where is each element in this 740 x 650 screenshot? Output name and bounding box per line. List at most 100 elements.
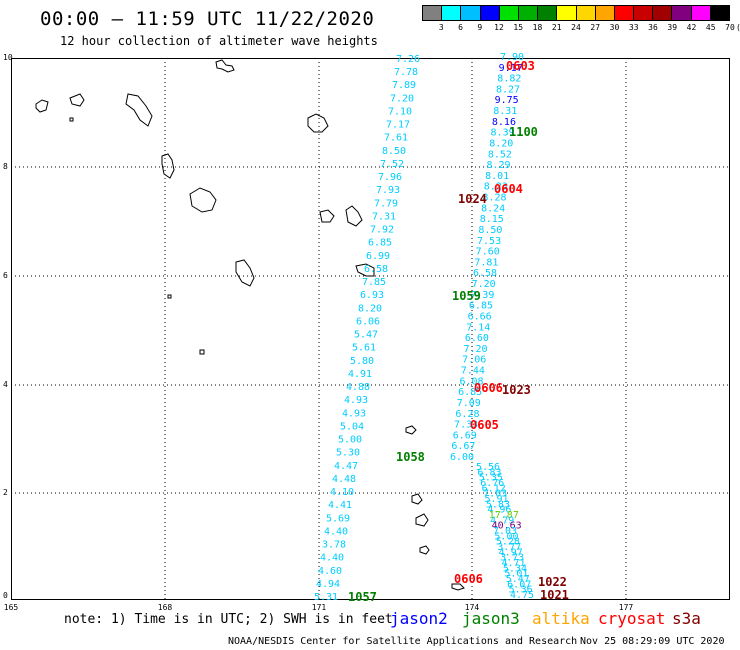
wave-height-value: 8.50 xyxy=(382,146,406,157)
wave-height-value: 8.20 xyxy=(489,138,513,149)
wave-height-value: 6.06 xyxy=(356,316,380,327)
legend-label: 21 xyxy=(551,23,562,32)
island-outline xyxy=(319,209,335,223)
y-tick-label: 0 xyxy=(3,591,8,600)
wave-height-value: 7.20 xyxy=(472,279,496,290)
wave-height-value: 5.00 xyxy=(494,531,518,542)
island-outline xyxy=(405,425,417,435)
wave-height-value: 5.28 xyxy=(496,537,520,548)
wave-height-value: 6.66 xyxy=(468,311,492,322)
legend-swatches xyxy=(422,5,730,21)
wave-height-value: 6.85 xyxy=(368,238,392,249)
y-tick-label: 6 xyxy=(3,271,8,280)
island-outline xyxy=(419,545,430,555)
wave-height-value: 8.52 xyxy=(488,149,512,160)
legend-label: 42 xyxy=(686,23,697,32)
wave-height-value: 3.77 xyxy=(497,542,521,553)
wave-height-value: 4.88 xyxy=(346,382,370,393)
wave-height-value: 6.12 xyxy=(482,483,506,494)
wave-height-value: 7.14 xyxy=(466,322,490,333)
credits: NOAA/NESDIS Center for Satellite Applica… xyxy=(228,636,578,647)
wave-height-value: 8.24 xyxy=(481,203,505,214)
pass-time-label: 1058 xyxy=(396,450,425,464)
footer-note: note: 1) Time is in UTC; 2) SWH is in fe… xyxy=(64,612,393,627)
satellite-label-altika: altika xyxy=(532,609,590,628)
wave-height-value: 3.73 xyxy=(500,553,524,564)
legend-swatch xyxy=(710,6,729,20)
legend-label: 36 xyxy=(648,23,658,32)
wave-height-value: 6.67 xyxy=(451,441,475,452)
legend-label: 24 xyxy=(571,23,581,32)
wave-height-value: 5.80 xyxy=(350,356,374,367)
legend-swatch xyxy=(614,6,635,20)
legend-label: 12 xyxy=(494,23,504,32)
islands xyxy=(35,59,465,591)
x-tick-label: 174 xyxy=(464,603,480,612)
island-outline xyxy=(189,187,217,213)
wave-height-value: 6.85 xyxy=(458,387,482,398)
wave-height-value: 6.07 xyxy=(507,579,531,590)
wave-height-value: 8.20 xyxy=(358,303,382,314)
legend-label: 39 xyxy=(667,23,678,32)
wave-height-value: 5.83 xyxy=(486,499,510,510)
wave-height-value: 7.89 xyxy=(392,80,416,91)
satellite-label-jason3: jason3 xyxy=(462,609,520,628)
wave-height-value: 5.56 xyxy=(476,462,500,473)
wave-height-value: 4.10 xyxy=(330,487,354,498)
wave-height-value: 4.60 xyxy=(318,566,342,577)
wave-height-value: 4.93 xyxy=(342,408,366,419)
wave-height-value: 8.28 xyxy=(482,193,506,204)
wave-height-value: 3.78 xyxy=(322,540,346,551)
pass-time-label: 0604 xyxy=(494,182,523,196)
wave-height-value: 6.60 xyxy=(465,333,489,344)
wave-height-value: 6.93 xyxy=(360,290,384,301)
island-outline xyxy=(235,259,255,287)
legend-swatch xyxy=(461,6,481,20)
y-tick-label: 4 xyxy=(3,380,8,389)
legend-swatch xyxy=(595,6,615,20)
island-outline xyxy=(355,263,375,277)
legend-swatch xyxy=(442,6,462,20)
wave-height-value: 5.00 xyxy=(338,435,362,446)
wave-height-value: 6.83 xyxy=(477,467,501,478)
wave-height-value: 5.47 xyxy=(506,574,530,585)
legend-label: 70 xyxy=(725,23,735,32)
wave-height-value: 6.08 xyxy=(459,376,483,387)
legend-label: 30 xyxy=(609,23,620,32)
wave-height-value: 6.00 xyxy=(450,452,474,463)
track-values: 7.26 7.78 7.89 7.20 7.10 7.17 7.61 8.50 7.52 7.96… xyxy=(314,52,534,603)
wave-height-value: 4.97 xyxy=(499,547,523,558)
wave-height-value: 8.01 xyxy=(485,171,509,182)
wave-height-value: 7.33 xyxy=(454,420,478,431)
legend-swatch xyxy=(499,6,519,20)
wave-height-value: 5.91 xyxy=(485,494,509,505)
x-tick-label: 171 xyxy=(311,603,327,612)
wave-height-value: 4.41 xyxy=(328,500,352,511)
legend-label: 18 xyxy=(532,23,543,32)
wave-height-value: 7.20 xyxy=(464,344,488,355)
wave-height-value: 5.61 xyxy=(352,343,376,354)
island-outline xyxy=(411,493,423,505)
pass-time-label: 1022 xyxy=(538,575,567,589)
wave-height-value: 7.92 xyxy=(370,225,394,236)
wave-height-value: 7.10 xyxy=(388,106,412,117)
wave-height-value: 8.39 xyxy=(491,128,515,139)
satellite-label-s3a: s3a xyxy=(672,609,701,628)
wave-height-value: 4.75 xyxy=(510,590,534,601)
wave-height-value: 4.48 xyxy=(332,474,356,485)
legend-swatch xyxy=(518,6,539,20)
y-tick-label: 10 xyxy=(3,53,13,62)
wave-height-value: 5.30 xyxy=(336,448,360,459)
wave-height-value: 8.23 xyxy=(484,182,508,193)
page-title: 00:00 – 11:59 UTC 11/22/2020 xyxy=(40,8,375,30)
legend-swatch xyxy=(672,6,692,20)
legend-swatch xyxy=(538,6,558,20)
wave-height-value: 6.58 xyxy=(473,268,497,279)
wave-height-value: 7.20 xyxy=(390,93,414,104)
island-outline xyxy=(167,294,172,299)
wave-height-value: 7.93 xyxy=(376,185,400,196)
wave-height-value: 6.58 xyxy=(364,264,388,275)
legend-label: 27 xyxy=(590,23,601,32)
wave-height-value: 8.16 xyxy=(492,117,516,128)
island-outline xyxy=(415,513,429,527)
